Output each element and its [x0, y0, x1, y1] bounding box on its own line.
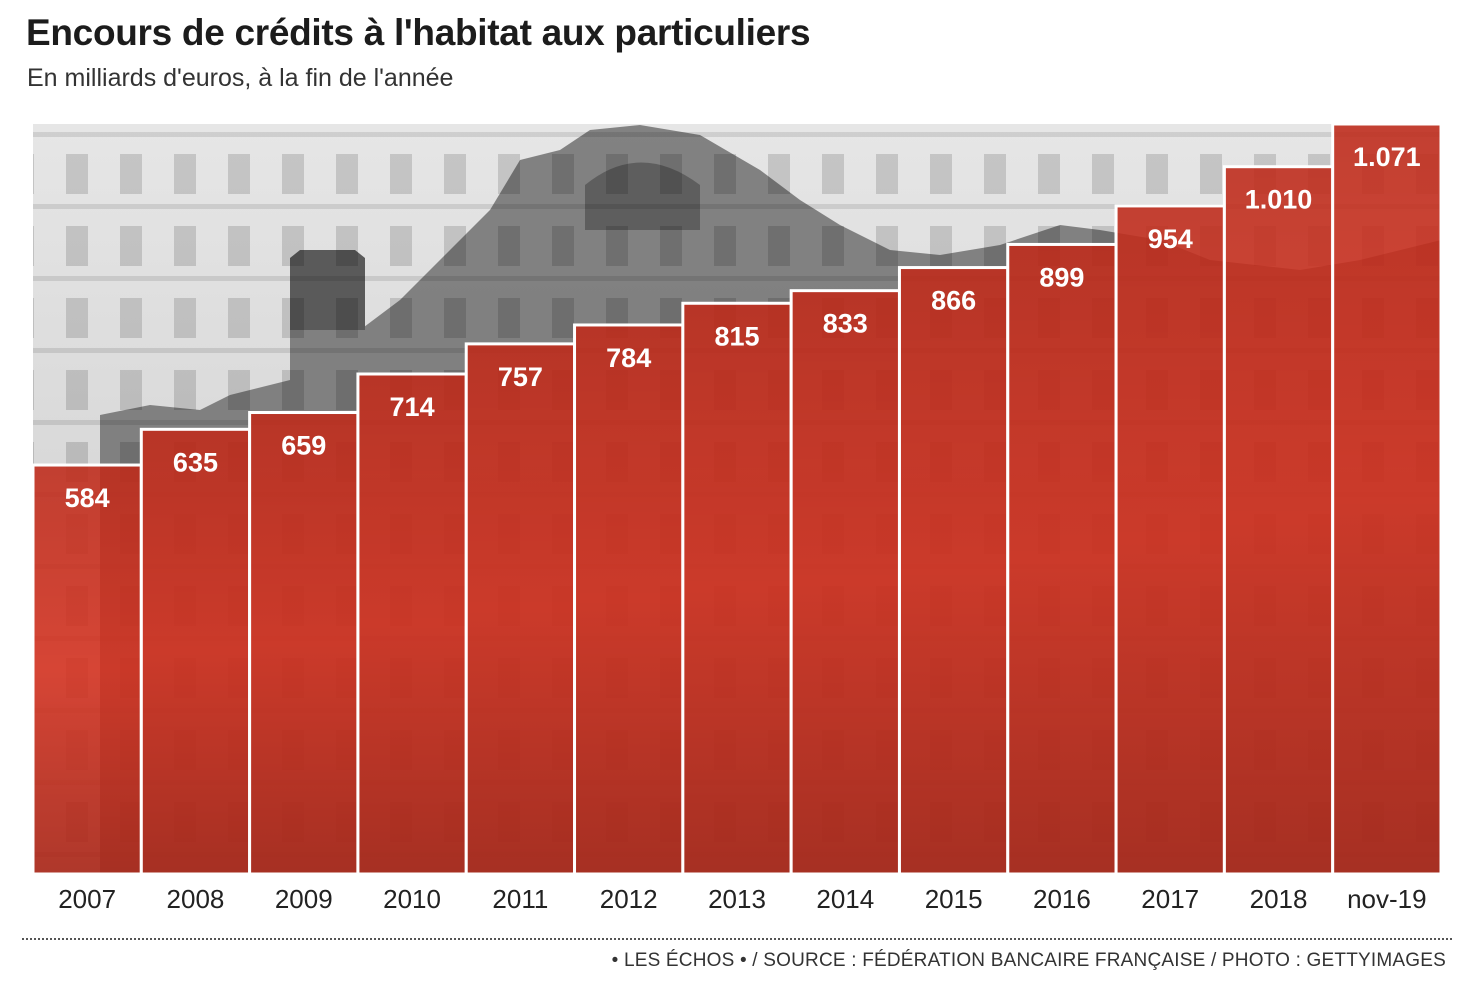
x-tick-label-2010: 2010 [383, 884, 441, 914]
x-tick-label-2007: 2007 [58, 884, 116, 914]
bar-shade-2018 [1225, 168, 1332, 873]
value-label-2016: 899 [1039, 262, 1084, 292]
source-credit: • LES ÉCHOS • / SOURCE : FÉDÉRATION BANC… [611, 950, 1446, 971]
value-label-2013: 815 [714, 321, 759, 351]
value-label-2015: 866 [931, 286, 976, 316]
footer-divider [22, 938, 1452, 940]
x-tick-label-2008: 2008 [167, 884, 225, 914]
chart-title: Encours de crédits à l'habitat aux parti… [26, 12, 811, 53]
bar-shade-2009 [251, 414, 357, 873]
value-label-2010: 714 [390, 392, 435, 422]
value-label-2009: 659 [281, 431, 326, 461]
value-label-2012: 784 [606, 343, 651, 373]
value-label-2014: 833 [823, 309, 868, 339]
value-labels-group: 584 635 659 714 757 784 815 833 866 899 954 1.010 1.… [65, 142, 1421, 513]
x-tick-label-2012: 2012 [600, 884, 658, 914]
value-label-2007: 584 [65, 483, 110, 513]
bar-shade-2008 [142, 430, 249, 873]
x-tick-label-2013: 2013 [708, 884, 766, 914]
value-label-2018: 1.010 [1245, 185, 1313, 215]
bar-shade-2007 [34, 466, 140, 873]
value-label-2011: 757 [498, 362, 543, 392]
x-tick-label-nov-19: nov-19 [1347, 884, 1427, 914]
x-tick-label-2018: 2018 [1250, 884, 1308, 914]
x-tick-labels-group: 2007 2008 2009 2010 2011 2012 2013 2014 2015 2016… [58, 884, 1426, 914]
chart-subtitle: En milliards d'euros, à la fin de l'anné… [27, 64, 454, 92]
x-tick-label-2015: 2015 [925, 884, 983, 914]
bar-shade-nov-19 [1334, 125, 1440, 873]
bar-shade-2014 [792, 292, 898, 873]
value-label-2017: 954 [1148, 224, 1193, 254]
bar-shade-2010 [359, 375, 465, 873]
value-label-2008: 635 [173, 447, 218, 477]
bar-chart: 584 635 659 714 757 784 815 833 866 899 954 1.010 1.… [31, 122, 1443, 914]
x-tick-label-2009: 2009 [275, 884, 333, 914]
x-tick-label-2014: 2014 [816, 884, 874, 914]
bar-shade-2017 [1117, 207, 1223, 873]
x-tick-label-2011: 2011 [492, 884, 548, 914]
x-tick-label-2016: 2016 [1033, 884, 1091, 914]
bar-shade-2016 [1009, 245, 1115, 873]
bar-shade-2011 [467, 345, 574, 873]
bar-shade-2012 [576, 326, 682, 873]
bar-shade-2013 [684, 304, 790, 873]
bar-shade-2015 [900, 269, 1007, 873]
value-label-nov-19: 1.071 [1353, 142, 1421, 172]
x-tick-label-2017: 2017 [1141, 884, 1199, 914]
bars-group [31, 122, 1443, 876]
